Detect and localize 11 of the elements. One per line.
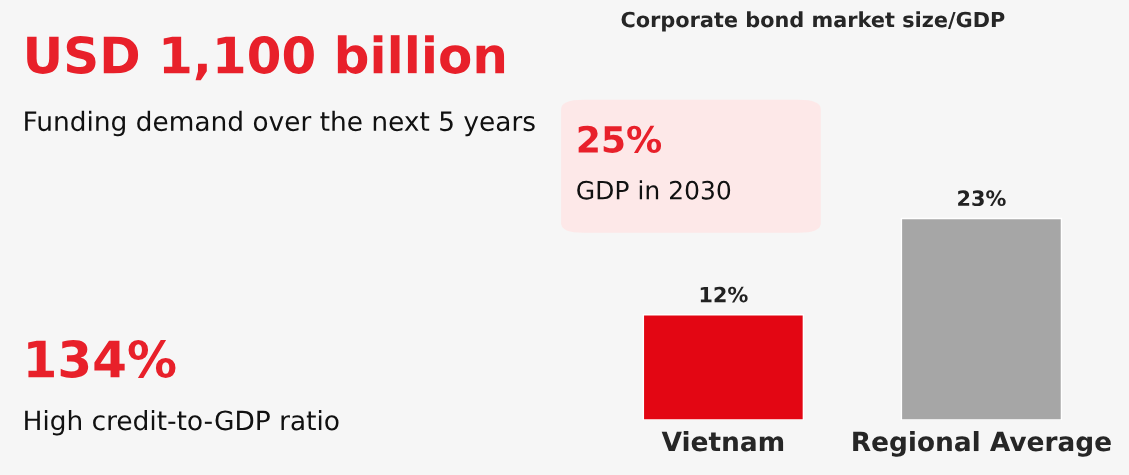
data-label: 23%: [958, 190, 1006, 207]
x-tick-label: Regional Average: [853, 431, 1111, 457]
text: High credit-to-GDP ratio: [25, 409, 339, 436]
data-label: 12%: [700, 286, 748, 303]
text: Funding demand over the next 5 years: [25, 110, 535, 137]
text: USD 1,100 billion: [27, 35, 505, 81]
text: 25%: [578, 125, 662, 153]
chart-title: Corporate bond market size/GDP: [621, 11, 1005, 32]
text: GDP in 2030: [577, 180, 731, 200]
x-tick-label: Vietnam: [661, 431, 784, 452]
text: 134%: [28, 340, 176, 378]
